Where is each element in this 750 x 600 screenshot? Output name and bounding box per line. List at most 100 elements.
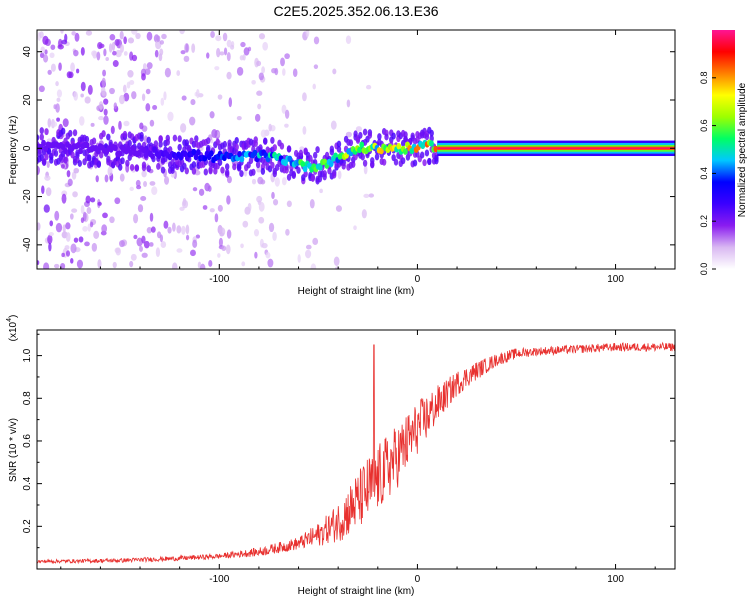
noise-speck <box>226 175 232 184</box>
noise-speck <box>272 231 277 241</box>
ridge-halo <box>205 144 211 152</box>
noise-speck <box>80 204 85 215</box>
noise-speck <box>149 242 154 247</box>
noise-speck <box>265 252 271 259</box>
x-tick-label: 100 <box>607 574 624 585</box>
noise-speck <box>159 40 165 45</box>
noise-speck <box>115 247 121 256</box>
ridge-halo <box>327 167 332 175</box>
ridge-halo <box>177 135 182 143</box>
ridge-halo <box>44 153 49 161</box>
noise-speck <box>223 47 228 56</box>
ridge-halo <box>156 162 161 170</box>
y-tick-label: -20 <box>22 189 33 204</box>
noise-speck <box>43 54 49 63</box>
ridge-halo <box>208 166 213 174</box>
noise-speck <box>60 30 64 34</box>
noise-speck <box>56 117 60 122</box>
snr-scale-close: ) <box>8 315 19 318</box>
noise-speck <box>145 88 151 95</box>
noise-speck <box>206 52 210 59</box>
noise-speck <box>78 236 84 243</box>
noise-speck <box>47 234 53 245</box>
ridge-halo <box>203 168 209 176</box>
noise-speck <box>228 97 233 108</box>
noise-speck <box>150 226 156 233</box>
noise-speck <box>149 212 154 222</box>
ridge-halo <box>381 158 387 166</box>
noise-speck <box>312 83 316 90</box>
noise-speck <box>144 68 151 75</box>
noise-speck <box>268 222 275 233</box>
noise-speck <box>313 36 320 45</box>
noise-speck <box>114 39 120 47</box>
spectrogram-x-axis: -100 0 100 <box>60 30 656 285</box>
noise-speck <box>210 31 215 39</box>
ridge-halo <box>422 159 427 167</box>
ridge-halo <box>213 167 218 175</box>
noise-speck <box>313 64 319 70</box>
ridge-halo <box>403 131 408 139</box>
ridge-halo <box>41 159 47 167</box>
noise-speck <box>216 47 221 58</box>
ridge-halo <box>315 146 320 154</box>
noise-speck <box>247 202 252 212</box>
noise-speck <box>66 71 72 79</box>
noise-speck <box>47 69 52 75</box>
ridge-halo <box>298 149 304 157</box>
ridge-halo <box>291 172 296 180</box>
ridge-core <box>357 146 362 154</box>
noise-speck <box>130 253 137 261</box>
noise-speck <box>189 249 196 257</box>
noise-speck <box>61 39 68 45</box>
noise-speck <box>72 191 78 198</box>
noise-speck <box>56 97 61 103</box>
ridge-halo <box>360 153 365 161</box>
colorbar: 0.0 0.2 0.4 0.6 0.8 Normalized spectral ampl… <box>699 30 748 275</box>
noise-speck <box>50 44 56 50</box>
ridge-halo <box>272 144 277 152</box>
ridge-core <box>78 147 83 155</box>
noise-speck <box>71 171 77 180</box>
noise-speck <box>98 43 105 49</box>
noise-speck <box>55 81 59 87</box>
noise-speck <box>152 105 158 110</box>
noise-speck <box>118 120 122 130</box>
noise-speck <box>258 72 264 81</box>
noise-speck <box>73 49 79 57</box>
y-tick-label: 0 <box>22 145 33 151</box>
noise-speck <box>79 116 85 126</box>
noise-speck <box>131 30 138 35</box>
noise-speck <box>253 229 260 237</box>
y-tick-label: 0.8 <box>22 391 33 405</box>
noise-speck <box>112 261 117 269</box>
noise-speck <box>37 260 40 265</box>
noise-speck <box>172 222 176 232</box>
ridge-halo <box>258 144 263 152</box>
noise-speck <box>113 102 118 110</box>
noise-speck <box>346 99 351 108</box>
ridge-halo <box>239 170 244 178</box>
noise-speck <box>284 53 290 60</box>
noise-speck <box>176 70 181 77</box>
noise-speck <box>119 173 125 182</box>
noise-speck <box>164 176 170 185</box>
noise-speck <box>208 260 213 267</box>
ridge-core <box>117 150 123 157</box>
noise-speck <box>260 129 267 138</box>
noise-speck <box>61 252 65 258</box>
noise-speck <box>256 167 262 173</box>
noise-speck <box>241 261 246 267</box>
noise-speck <box>195 89 200 99</box>
ridge-halo <box>125 159 130 167</box>
noise-speck <box>109 87 115 95</box>
ridge-halo <box>367 131 373 139</box>
noise-speck <box>258 33 266 40</box>
noise-speck <box>292 68 298 77</box>
noise-speck <box>139 122 144 130</box>
noise-speck <box>240 41 246 48</box>
noise-speck <box>109 34 116 41</box>
noise-speck <box>101 224 108 233</box>
ridge-halo <box>146 165 151 173</box>
noise-speck <box>302 92 307 102</box>
